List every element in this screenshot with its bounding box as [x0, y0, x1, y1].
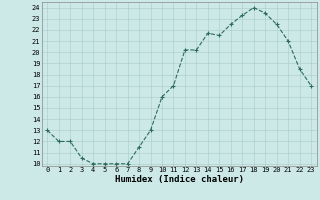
X-axis label: Humidex (Indice chaleur): Humidex (Indice chaleur)	[115, 175, 244, 184]
